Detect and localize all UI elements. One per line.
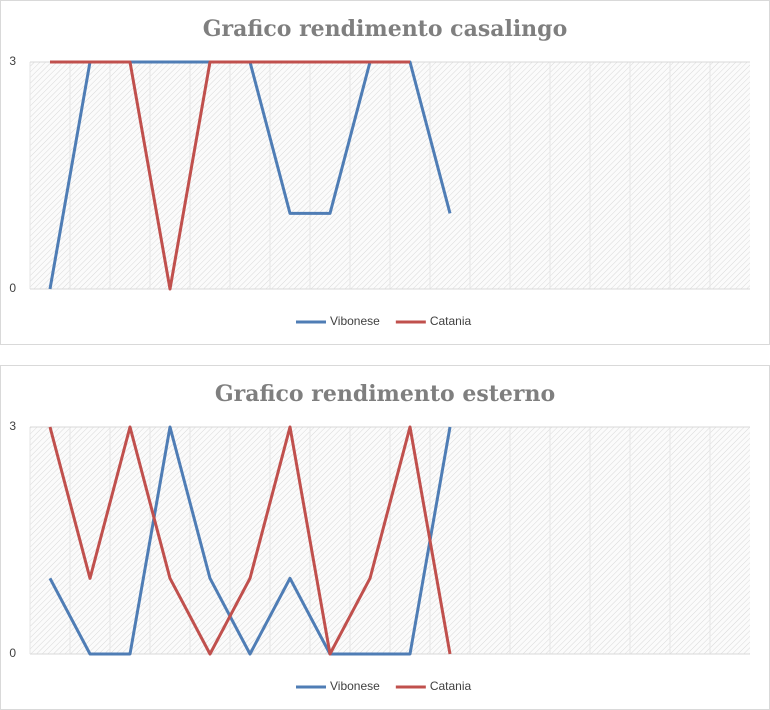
chart-title: Grafico rendimento esterno xyxy=(215,381,555,407)
legend-label: Vibonese xyxy=(330,314,380,328)
series-line xyxy=(48,425,452,656)
legend-label: Catania xyxy=(430,679,472,693)
legend-label: Vibonese xyxy=(330,679,380,693)
series-line xyxy=(48,425,452,656)
legend-label: Catania xyxy=(430,314,472,328)
y-tick-label: 3 xyxy=(9,419,16,433)
series-line xyxy=(50,60,410,291)
y-tick-label: 3 xyxy=(9,54,16,68)
chart-title: Grafico rendimento casalingo xyxy=(203,16,568,42)
y-tick-label: 0 xyxy=(9,281,16,295)
y-tick-label: 0 xyxy=(9,646,16,660)
